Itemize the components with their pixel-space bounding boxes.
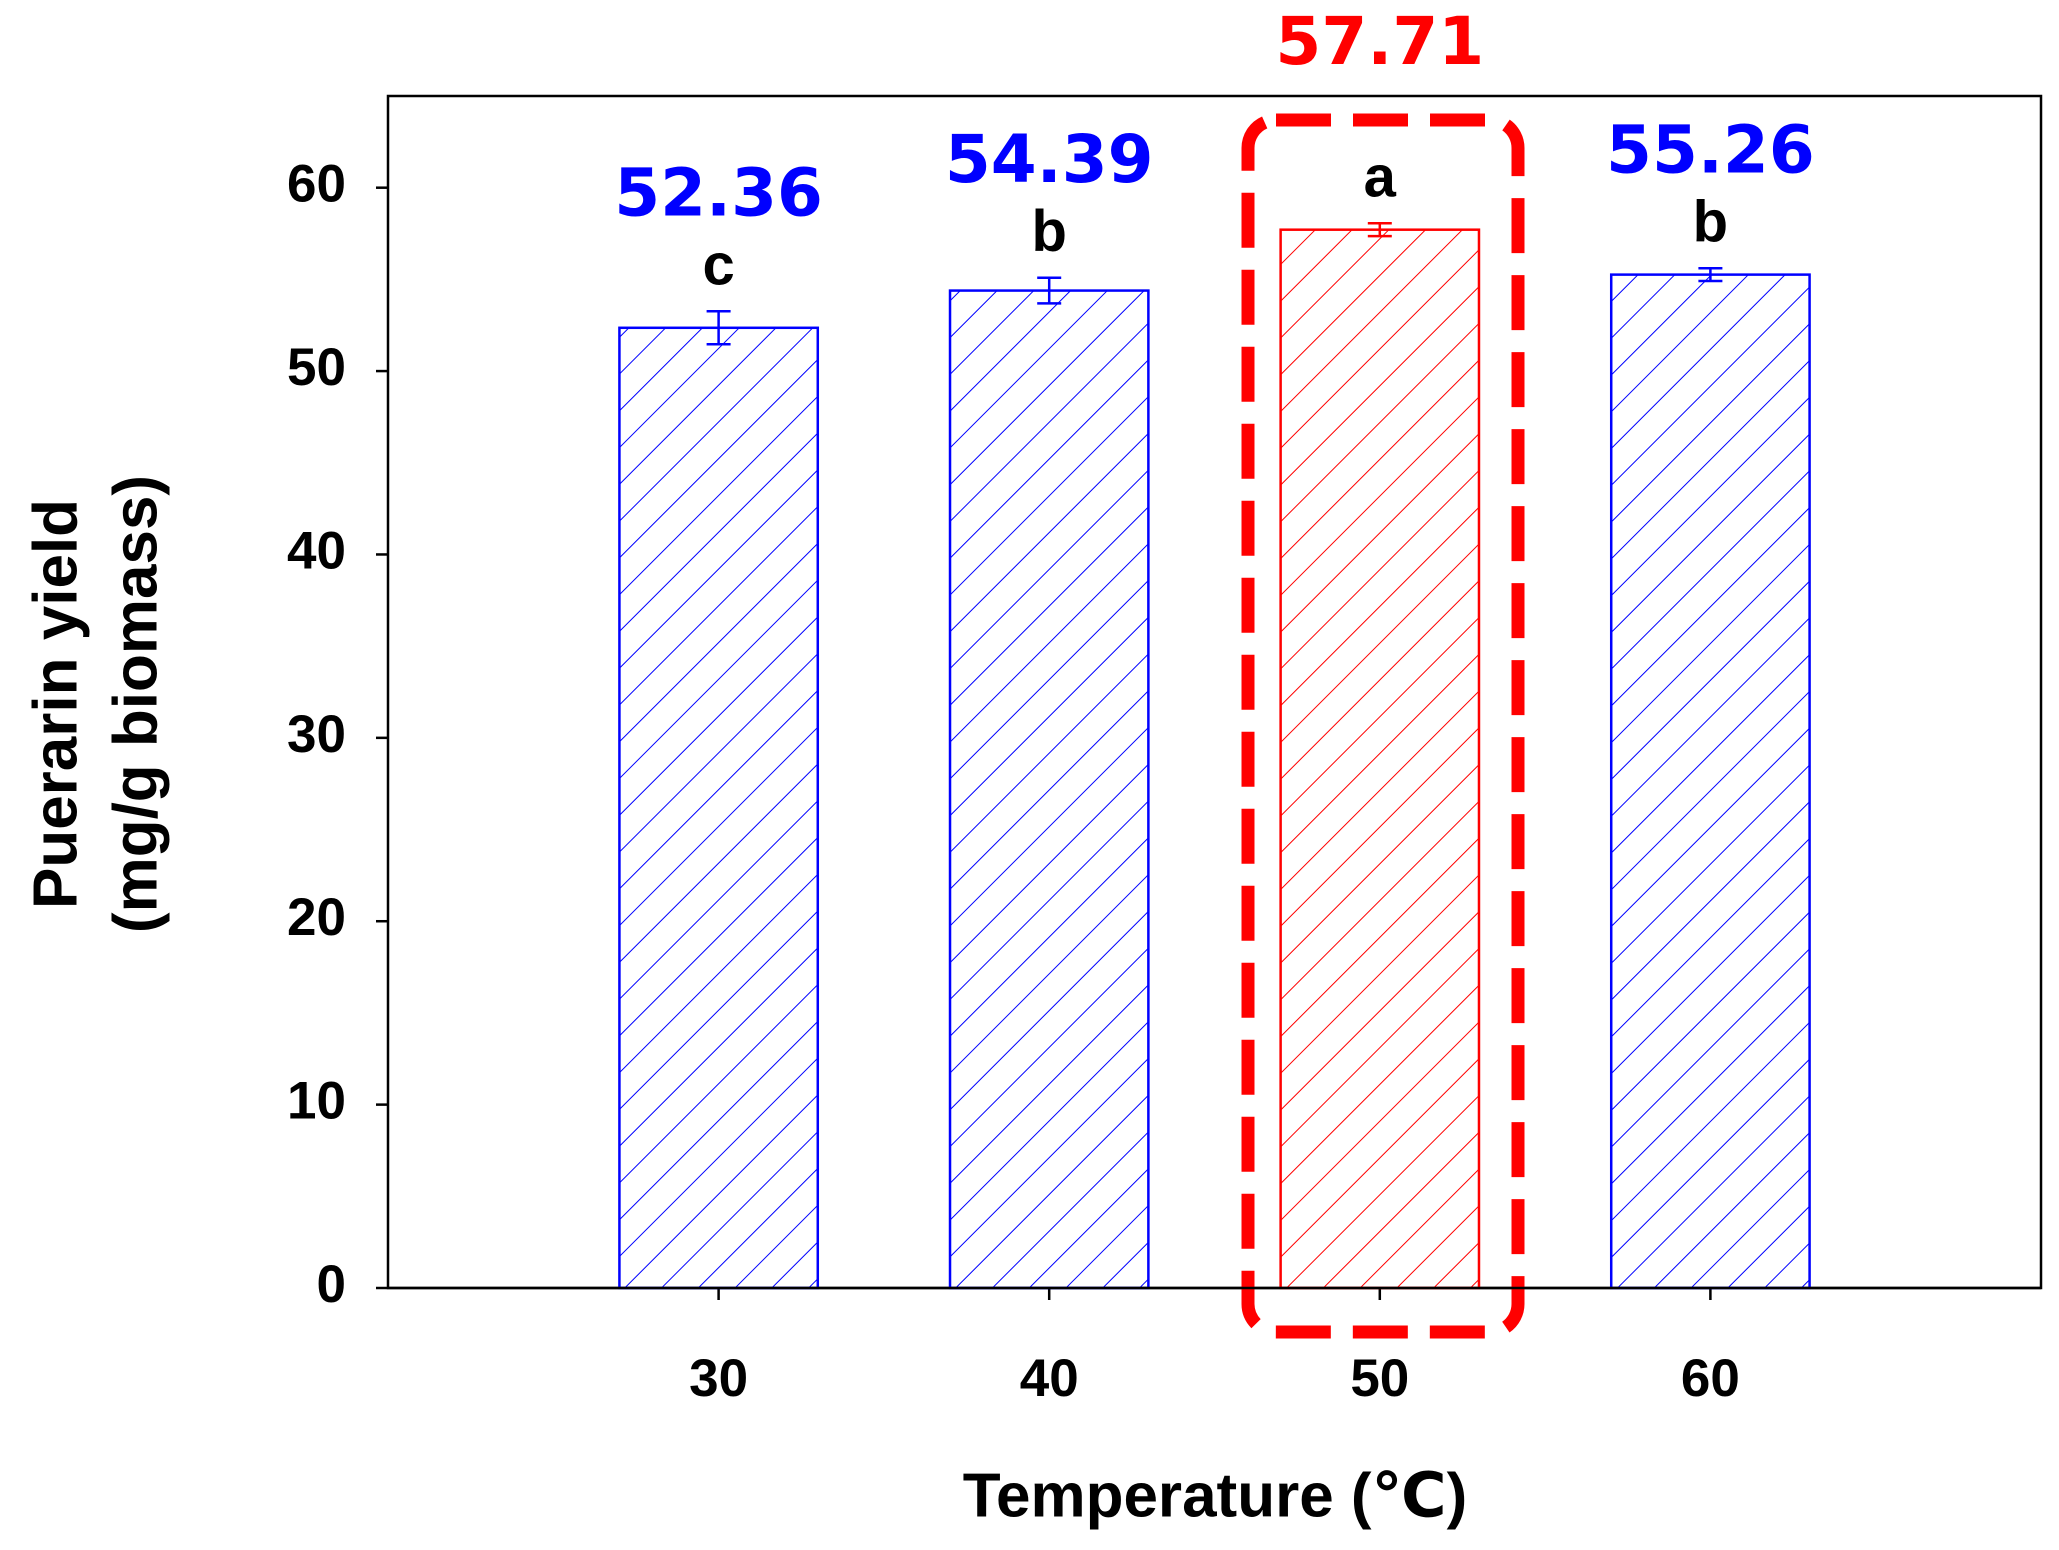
x-axis-title: Temperature (℃): [963, 1461, 1468, 1530]
y-tick-label: 60: [287, 155, 346, 214]
x-tick-label: 50: [1350, 1349, 1409, 1408]
highlight-box: [1241, 113, 1525, 1339]
value-label: 54.39: [945, 121, 1154, 198]
x-tick-label: 40: [1020, 1349, 1079, 1408]
significance-letter: a: [1364, 145, 1397, 210]
y-tick-label: 50: [287, 338, 346, 397]
value-label: 52.36: [614, 154, 823, 231]
error-bar: [1367, 222, 1392, 238]
error-bar: [706, 310, 731, 346]
y-axis-title: (mg/g biomass): [101, 475, 170, 933]
bar: [1609, 273, 1811, 1290]
bar: [618, 326, 820, 1290]
y-tick-label: 30: [287, 705, 346, 764]
error-bar: [1698, 266, 1723, 283]
significance-letter: b: [1031, 199, 1066, 264]
error-bar: [1037, 276, 1062, 305]
bar: [948, 289, 1150, 1290]
significance-letter: c: [702, 233, 734, 298]
x-tick-label: 60: [1681, 1349, 1740, 1408]
significance-letter: b: [1693, 190, 1728, 255]
bar: [1279, 228, 1481, 1290]
y-tick-label: 20: [287, 888, 346, 947]
value-label: 55.26: [1606, 111, 1815, 188]
y-tick-label: 40: [287, 521, 346, 580]
y-tick-label: 0: [317, 1255, 346, 1314]
x-tick-label: 30: [689, 1349, 748, 1408]
y-tick-label: 10: [287, 1072, 346, 1131]
value-label: 57.71: [1275, 3, 1484, 80]
y-axis-title: Puerarin yield: [21, 499, 90, 909]
